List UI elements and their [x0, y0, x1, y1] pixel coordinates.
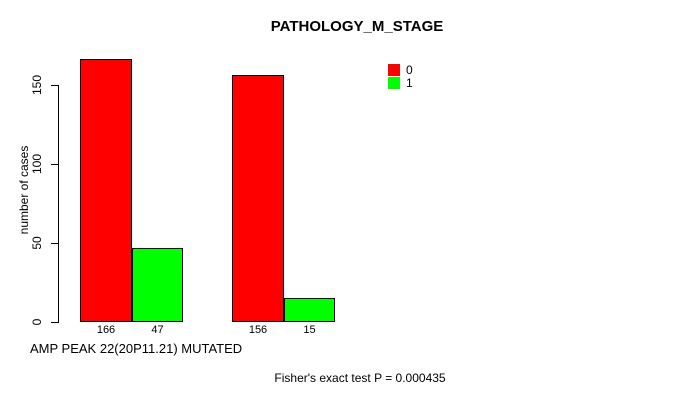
legend-label: 1 [406, 76, 413, 90]
bar-series-1 [132, 248, 183, 322]
y-axis-tick [51, 85, 58, 86]
legend-swatch-icon [388, 77, 400, 89]
y-axis-tick-label: 150 [30, 74, 44, 96]
y-axis-tick-label: 50 [30, 236, 44, 250]
bar-series-0 [232, 75, 284, 322]
bar-value-label: 156 [248, 324, 268, 336]
legend-entry: 1 [388, 77, 413, 89]
fisher-test-annotation: Fisher's exact test P = 0.000435 [274, 371, 446, 385]
y-axis-tick [51, 164, 58, 165]
y-axis-tick [51, 243, 58, 244]
chart-title: PATHOLOGY_M_STAGE [270, 18, 444, 35]
y-axis-tick-label: 100 [30, 153, 44, 175]
bar-series-0 [80, 59, 132, 322]
y-axis-tick [51, 322, 58, 323]
y-axis-title: number of cases [17, 145, 31, 235]
bar-series-1 [284, 298, 335, 322]
bar-value-label: 166 [96, 324, 116, 336]
legend-entry: 0 [388, 64, 413, 76]
y-axis-line [58, 85, 59, 323]
bar-value-label: 47 [151, 324, 164, 336]
legend-swatch-icon [388, 64, 400, 76]
bar-value-label: 15 [303, 324, 316, 336]
x-axis-title: AMP PEAK 22(20P11.21) MUTATED [30, 341, 243, 356]
y-axis-tick-label: 0 [30, 318, 44, 326]
legend-label: 0 [406, 63, 413, 77]
